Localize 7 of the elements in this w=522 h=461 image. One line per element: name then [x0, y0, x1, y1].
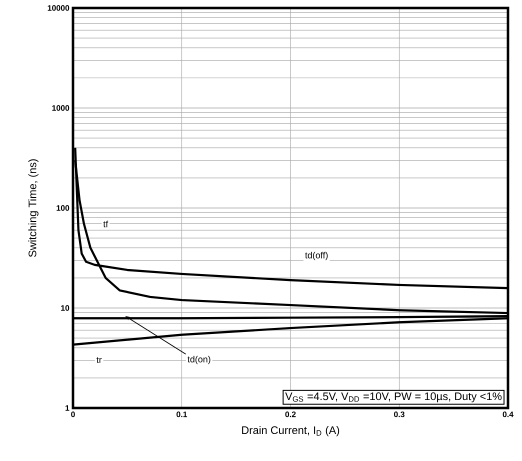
text: td(off) [305, 252, 328, 260]
y-axis-title: Switching Time, (ns) [28, 159, 38, 257]
annotation: V$_{GS}$ =4.5V, V$_{DD}$ =10V, PW = 10µs, Duty <1% [285, 392, 502, 402]
x-axis-title: Drain Current, I$_{D}$ (A) [242, 426, 340, 436]
series-label: tr [96, 357, 102, 363]
text: td(on) [188, 356, 210, 364]
series-label: tf [103, 220, 108, 228]
